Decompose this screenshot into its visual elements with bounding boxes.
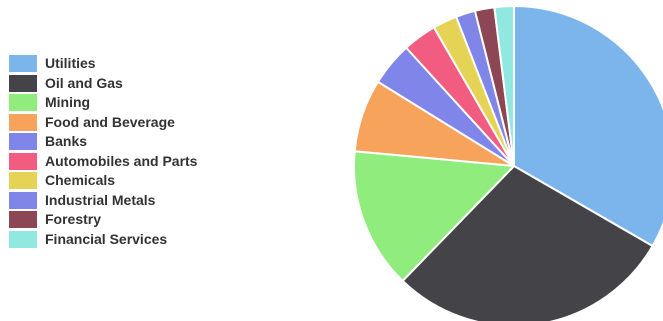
legend-item-oil-and-gas[interactable]: Oil and Gas: [9, 74, 269, 94]
legend-swatch: [9, 191, 37, 209]
legend-label: Mining: [45, 94, 91, 111]
legend-label: Industrial Metals: [45, 191, 156, 208]
legend-label: Automobiles and Parts: [45, 152, 198, 169]
legend-label: Forestry: [45, 211, 102, 228]
legend-item-mining[interactable]: Mining: [9, 93, 269, 113]
legend-item-food-and-beverage[interactable]: Food and Beverage: [9, 113, 269, 133]
legend-swatch: [9, 55, 37, 73]
legend-item-banks[interactable]: Banks: [9, 132, 269, 152]
legend-label: Utilities: [45, 55, 96, 72]
legend-swatch: [9, 94, 37, 112]
legend-label: Chemicals: [45, 172, 116, 189]
legend-item-utilities[interactable]: Utilities: [9, 54, 269, 74]
legend-label: Oil and Gas: [45, 74, 123, 91]
chart-legend: Utilities Oil and Gas Mining Food and Bever…: [9, 54, 269, 249]
legend-item-industrial-metals[interactable]: Industrial Metals: [9, 191, 269, 211]
legend-swatch: [9, 230, 37, 248]
legend-swatch: [9, 74, 37, 92]
pie-slice-financial-services[interactable]: [493, 4, 515, 167]
pie-slice-oil-and-gas[interactable]: [401, 165, 654, 321]
legend-item-financial-services[interactable]: Financial Services: [9, 230, 269, 250]
legend-label: Financial Services: [45, 230, 168, 247]
legend-swatch: [9, 113, 37, 131]
legend-label: Banks: [45, 133, 88, 150]
legend-item-automobiles-and-parts[interactable]: Automobiles and Parts: [9, 152, 269, 172]
legend-label: Food and Beverage: [45, 113, 175, 130]
legend-swatch: [9, 133, 37, 151]
legend-swatch: [9, 211, 37, 229]
legend-item-forestry[interactable]: Forestry: [9, 210, 269, 230]
legend-swatch: [9, 152, 37, 170]
legend-swatch: [9, 172, 37, 190]
pie-slice-mining[interactable]: [353, 150, 515, 282]
legend-item-chemicals[interactable]: Chemicals: [9, 171, 269, 191]
pie-slice-utilities[interactable]: [513, 5, 663, 247]
